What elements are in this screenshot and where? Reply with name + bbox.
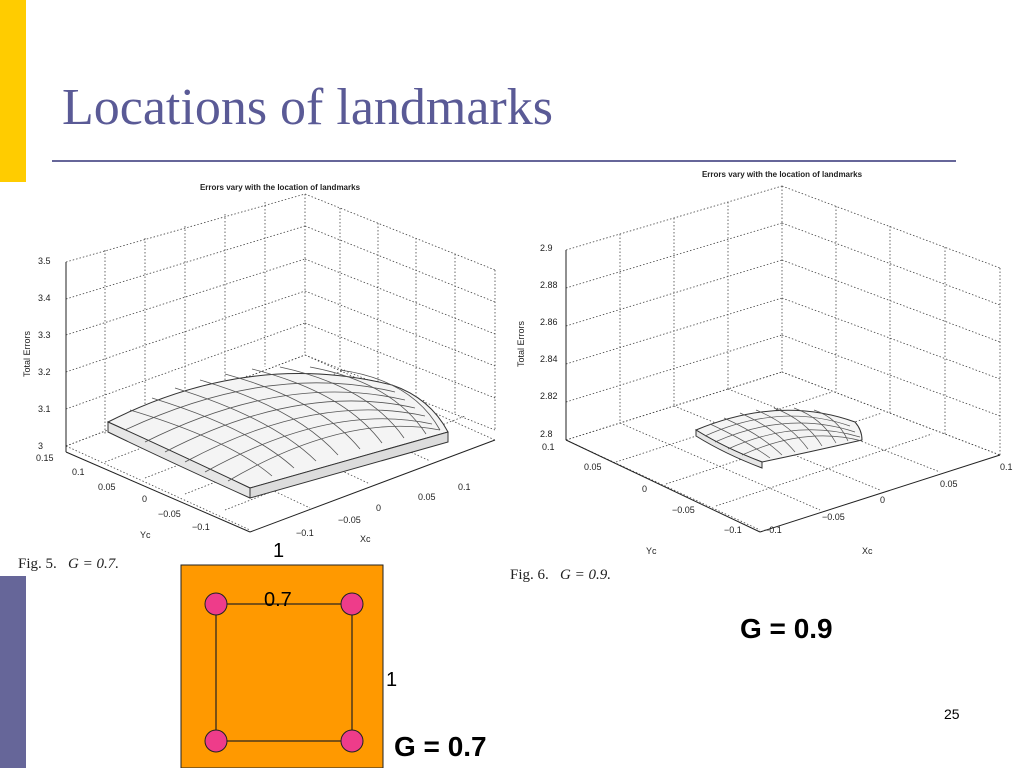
fig6-zlabel: Total Errors [516,320,526,367]
fig5-caption-prefix: Fig. 5. [18,556,57,572]
fig6-y-ticks: 0.1 0.05 0 −0.05 −0.1 [542,442,742,535]
fig5-ztick: 3.3 [38,330,51,340]
fig5-ztick: 3.4 [38,293,51,303]
landmark-node [204,592,228,616]
fig6-ztick: 2.8 [540,429,553,439]
fig5-y-ticks: 0.15 0.1 0.05 0 −0.05 −0.1 [36,453,210,532]
figure-5-plot: Errors vary with the location of landmar… [22,183,496,544]
fig6-ztick: 2.88 [540,280,558,290]
g-low-label: G = 0.7 [394,731,487,762]
fig5-ztick: 3.5 [38,256,51,266]
fig6-plot-title: Errors vary with the location of landmar… [702,170,863,179]
fig5-xtick: 0.05 [418,492,436,502]
fig5-x-ticks: −0.1 −0.05 0 0.05 0.1 [296,482,471,538]
fig6-xtick: −0.1 [764,525,782,535]
fig5-zlabel: Total Errors [22,330,32,377]
figure-6-plot: Errors vary with the location of landmar… [516,170,1013,556]
fig6-ytick: 0.1 [542,442,555,452]
fig6-xtick: −0.05 [822,512,845,522]
fig6-xtick: 0.05 [940,479,958,489]
fig5-ytick: 0.05 [98,482,116,492]
fig6-ztick: 2.86 [540,317,558,327]
landmark-node [204,729,228,753]
fig6-ytick: −0.05 [672,505,695,515]
fig5-ytick: 0 [142,494,147,504]
fig6-caption: Fig. 6. G = 0.9. [510,567,611,584]
fig5-ztick: 3.1 [38,404,51,414]
fig5-ylabel: Yc [140,530,151,540]
diagram-side-label: 1 [386,669,398,691]
fig6-caption-expr: G = 0.9. [560,567,611,583]
fig5-xlabel: Xc [360,534,371,544]
fig5-ytick: 0.1 [72,467,85,477]
fig5-plot-title: Errors vary with the location of landmar… [200,183,361,192]
fig6-xtick: 0.1 [1000,462,1013,472]
fig5-z-ticks: 3 3.1 3.2 3.3 3.4 3.5 [38,256,51,451]
g-high-label: G = 0.9 [740,613,833,644]
fig6-surface [694,407,863,469]
fig5-xtick: −0.1 [296,528,314,538]
fig6-xlabel: Xc [862,546,873,556]
accent-bar-bottom [0,576,26,768]
fig6-xtick: 0 [880,495,885,505]
fig5-caption-expr: G = 0.7. [68,556,119,572]
fig6-ytick: 0 [642,484,647,494]
fig5-ytick: 0.15 [36,453,54,463]
fig5-xtick: 0 [376,503,381,513]
fig6-z-ticks: 2.8 2.82 2.84 2.86 2.88 2.9 [540,243,558,439]
slide-title: Locations of landmarks [62,79,553,136]
fig6-grid [565,185,1001,531]
fig5-ytick: −0.1 [192,522,210,532]
fig6-ztick: 2.82 [540,391,558,401]
fig5-ztick: 3 [38,441,43,451]
fig5-xtick: 0.1 [458,482,471,492]
page-number: 25 [944,706,960,722]
landmark-node [340,729,364,753]
fig6-caption-prefix: Fig. 6. [510,567,549,583]
title-divider [52,160,956,162]
fig6-ztick: 2.84 [540,354,558,364]
fig5-xtick: −0.05 [338,515,361,525]
fig5-ytick: −0.05 [158,509,181,519]
fig5-caption: Fig. 5. G = 0.7. [18,556,119,573]
fig6-ylabel: Yc [646,546,657,556]
fig6-ytick: −0.1 [724,525,742,535]
fig5-surface [106,366,449,499]
fig6-ztick: 2.9 [540,243,553,253]
fig6-ytick: 0.05 [584,462,602,472]
landmark-square [215,603,353,742]
diagram-inner-label: 0.7 [264,589,292,611]
fig5-axes [65,262,496,533]
fig5-ztick: 3.2 [38,367,51,377]
fig6-x-ticks: −0.1 −0.05 0 0.05 0.1 [764,462,1013,535]
landmark-diagram [180,564,384,768]
landmark-node [340,592,364,616]
diagram-outer-label: 1 [273,540,285,562]
fig6-axes [565,250,1001,533]
accent-bar-top [0,0,26,182]
